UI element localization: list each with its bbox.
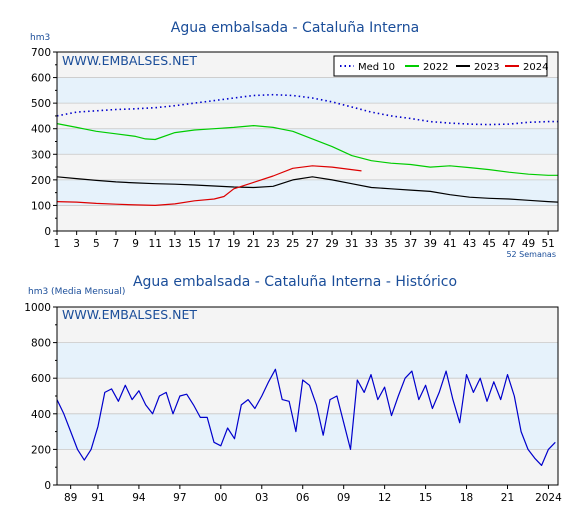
plot-band <box>57 77 558 104</box>
series-line-2022 <box>56 123 558 176</box>
x-tick-label: 37 <box>404 238 417 250</box>
y-tick-label: 100 <box>31 200 51 212</box>
chart2-title: Agua embalsada - Cataluña Interna - Hist… <box>133 274 457 290</box>
chart1-watermark: WWW.EMBALSES.NET <box>62 53 197 68</box>
y-tick-label: 0 <box>44 480 51 492</box>
x-tick-label: 9 <box>132 238 139 250</box>
y-tick-label: 600 <box>31 373 51 385</box>
chart1-x-note: 52 Semanas <box>506 250 556 259</box>
plot-band <box>57 205 558 231</box>
y-tick-label: 400 <box>31 124 51 136</box>
y-tick-label: 400 <box>31 409 51 421</box>
x-tick-label: 29 <box>325 238 338 250</box>
y-tick-label: 500 <box>31 98 51 110</box>
plot-band <box>57 413 558 450</box>
y-tick-label: 300 <box>31 149 51 161</box>
legend-label: 2024 <box>523 62 548 73</box>
legend-label: 2022 <box>423 62 448 73</box>
x-tick-label: 45 <box>483 238 496 250</box>
x-tick-label: 17 <box>207 238 220 250</box>
x-tick-label: 12 <box>378 492 391 504</box>
x-tick-label: 5 <box>93 238 100 250</box>
plot-band <box>57 449 558 485</box>
x-tick-label: 97 <box>173 492 186 504</box>
x-tick-label: 09 <box>337 492 350 504</box>
series-line-historic <box>56 368 556 466</box>
series-line-med-10 <box>56 93 558 126</box>
plot-band <box>57 128 558 155</box>
plot-band <box>57 307 558 343</box>
x-tick-label: 47 <box>502 238 515 250</box>
x-tick-label: 89 <box>64 492 77 504</box>
x-tick-label: 19 <box>227 238 240 250</box>
y-tick-label: 800 <box>31 338 51 350</box>
chart2-x-axis: 89 91 94 97 00 03 06 09 12 15 18 21 2024 <box>64 485 562 504</box>
chart1-x-axis: 1 3 5 7 9 11 13 15 17 19 21 23 25 27 29 31 33 35 37 39 41 43 4… <box>54 231 555 250</box>
chart2-plot-border <box>56 306 559 486</box>
x-tick-label: 35 <box>384 238 397 250</box>
x-tick-label: 15 <box>188 238 201 250</box>
x-tick-label: 21 <box>247 238 260 250</box>
legend-label: 2023 <box>474 62 499 73</box>
x-tick-label: 13 <box>168 238 181 250</box>
x-tick-label: 11 <box>149 238 162 250</box>
x-tick-label: 2024 <box>535 492 562 504</box>
x-tick-label: 7 <box>113 238 120 250</box>
y-tick-label: 0 <box>44 226 51 238</box>
chart2-y-axis: 0 200 400 600 800 1000 <box>24 302 57 492</box>
y-tick-label: 200 <box>31 175 51 187</box>
y-tick-label: 1000 <box>24 302 51 314</box>
x-tick-label: 03 <box>255 492 268 504</box>
series-line-2023 <box>56 176 559 203</box>
legend-label: Med 10 <box>358 62 395 73</box>
plot-band <box>57 179 558 206</box>
x-tick-label: 51 <box>541 238 554 250</box>
x-tick-label: 94 <box>132 492 146 504</box>
chart2-watermark: WWW.EMBALSES.NET <box>62 307 197 322</box>
plot-band <box>57 342 558 379</box>
x-tick-label: 00 <box>214 492 227 504</box>
legend-box <box>333 55 548 77</box>
chart1-legend: Med 10 2022 2023 2024 <box>333 55 548 77</box>
chart2-gridlines <box>57 342 558 450</box>
chart1-unit-label: hm3 <box>30 33 50 43</box>
plot-band <box>57 103 558 129</box>
chart2-plot-bands <box>57 307 558 485</box>
x-tick-label: 18 <box>460 492 473 504</box>
x-tick-label: 23 <box>266 238 279 250</box>
x-tick-label: 06 <box>296 492 310 504</box>
chart2-series <box>56 368 556 466</box>
x-tick-label: 25 <box>286 238 299 250</box>
x-tick-label: 39 <box>424 238 437 250</box>
x-tick-label: 43 <box>463 238 476 250</box>
chart1-title: Agua embalsada - Cataluña Interna <box>171 20 419 36</box>
chart1-plot-border <box>56 51 559 232</box>
x-tick-label: 15 <box>419 492 432 504</box>
x-tick-label: 91 <box>91 492 104 504</box>
x-tick-label: 49 <box>522 238 535 250</box>
x-tick-label: 1 <box>54 238 61 250</box>
x-tick-label: 21 <box>501 492 514 504</box>
x-tick-label: 27 <box>306 238 319 250</box>
plot-band <box>57 154 558 180</box>
chart1-y-axis: 0 100 200 300 400 500 600 700 <box>31 47 57 238</box>
x-tick-label: 41 <box>443 238 456 250</box>
chart1-series <box>56 93 559 206</box>
y-tick-label: 200 <box>31 444 51 456</box>
x-tick-label: 31 <box>345 238 358 250</box>
y-tick-label: 700 <box>31 47 51 59</box>
chart2-unit-label: hm3 (Media Mensual) <box>28 287 125 297</box>
y-tick-label: 600 <box>31 73 51 85</box>
x-tick-label: 3 <box>73 238 80 250</box>
x-tick-label: 33 <box>365 238 378 250</box>
series-line-2024 <box>56 165 362 206</box>
chart1-plot-bands <box>57 52 558 231</box>
